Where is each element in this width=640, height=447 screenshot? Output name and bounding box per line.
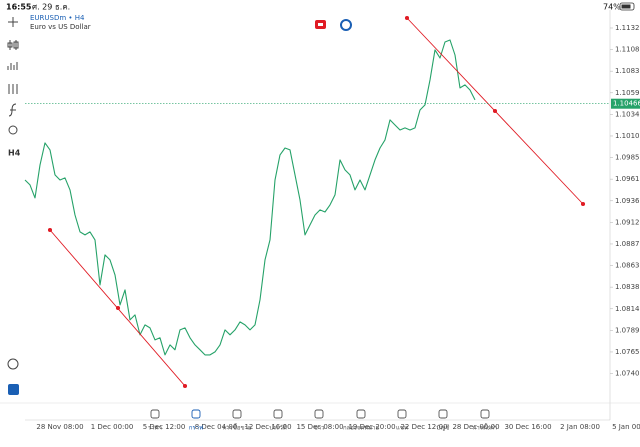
x-tick-label: 5 Jan 00:00	[612, 423, 640, 431]
indicator-button[interactable]	[340, 19, 352, 31]
battery-icon	[619, 2, 635, 11]
y-tick-label: 1.11080	[615, 46, 640, 54]
trend-lines	[47, 15, 586, 389]
y-tick-label: 1.08630	[615, 262, 640, 270]
trend-point[interactable]	[115, 305, 121, 311]
x-tick-label: 28 Dec 00:00	[452, 423, 499, 431]
x-tick-label: 2 Jan 08:00	[560, 423, 600, 431]
x-tick-label: 15 Dec 08:00	[296, 423, 343, 431]
x-tick-label: 1 Dec 00:00	[91, 423, 134, 431]
y-tick-label: 1.07895	[615, 326, 640, 334]
status-date: ศ. 29 ธ.ค.	[32, 3, 70, 12]
tab-label[interactable]: การซื้อขาย	[223, 422, 252, 432]
settings-tool[interactable]	[8, 84, 18, 94]
tab-label[interactable]: ประวัติ	[269, 425, 287, 432]
tab-label[interactable]: กราฟ	[189, 425, 203, 432]
y-tick-label: 1.10345	[615, 110, 640, 118]
tab-icon[interactable]	[232, 409, 242, 419]
trend-point[interactable]	[182, 383, 188, 389]
x-tick-label: 30 Dec 16:00	[504, 423, 551, 431]
indicators-tool[interactable]	[7, 62, 18, 70]
symbol-description: Euro vs US Dollar	[30, 23, 91, 31]
objects-tool[interactable]	[8, 125, 18, 135]
x-tick-label: 5 Dec 12:00	[143, 423, 186, 431]
x-tick-label: 8 Dec 04:00	[195, 423, 238, 431]
tab-icon[interactable]	[150, 409, 160, 419]
status-time: 16:55	[6, 3, 32, 12]
chart-type-tool[interactable]	[7, 40, 19, 50]
y-tick-label: 1.08385	[615, 283, 640, 291]
y-tick-label: 1.10590	[615, 89, 640, 97]
trend-point[interactable]	[47, 227, 53, 233]
current-price-box	[611, 98, 640, 109]
trend-point[interactable]	[580, 201, 586, 207]
x-tick-label: 22 Dec 12:00	[400, 423, 447, 431]
crosshair-tool[interactable]	[8, 17, 18, 27]
y-tick-label: 1.07405	[615, 370, 640, 378]
tab-icon[interactable]	[397, 409, 407, 419]
y-tick-label: 1.09365	[615, 197, 640, 205]
tab-label[interactable]: บัญชี	[437, 424, 450, 432]
tab-icon[interactable]	[191, 409, 201, 419]
trend-point[interactable]	[492, 108, 498, 114]
tab-label[interactable]: กล่องจดหมาย	[343, 425, 379, 432]
x-tick-label: 19 Dec 20:00	[348, 423, 395, 431]
x-tick-label: 28 Nov 08:00	[36, 423, 83, 431]
plot	[24, 39, 476, 356]
symbol[interactable]: EURUSDm • H4	[30, 14, 85, 22]
y-tick-label: 1.09610	[615, 175, 640, 183]
x-tick-label: 12 Dec 16:00	[244, 423, 291, 431]
trend-point[interactable]	[404, 15, 410, 21]
timeframe-button[interactable]: H4	[8, 149, 21, 158]
function-tool[interactable]	[8, 103, 17, 117]
tab-icon[interactable]	[438, 409, 448, 419]
y-tick-label: 1.07650	[615, 348, 640, 356]
current-price-label: 1.10466	[613, 100, 640, 108]
zoom-tool[interactable]	[7, 358, 19, 370]
tab-icon[interactable]	[314, 409, 324, 419]
left-toolbar	[7, 17, 19, 370]
status-battery: 74%	[603, 3, 621, 12]
tab-label[interactable]: ราคา	[148, 425, 162, 432]
price-line	[24, 39, 476, 356]
y-tick-label: 1.11325	[615, 24, 640, 32]
y-tick-label: 1.10835	[615, 67, 640, 75]
y-tick-label: 1.09120	[615, 218, 640, 226]
tab-label[interactable]: การตั้งค่า	[473, 422, 497, 432]
battery-level	[621, 4, 631, 9]
y-tick-label: 1.08875	[615, 240, 640, 248]
tab-icon[interactable]	[480, 409, 490, 419]
one-click-button[interactable]	[8, 384, 19, 395]
tab-icon[interactable]	[356, 409, 366, 419]
trade-button-icon	[318, 23, 323, 26]
tab-icon[interactable]	[273, 409, 283, 419]
y-tick-label: 1.08140	[615, 305, 640, 313]
y-tick-label: 1.10100	[615, 132, 640, 140]
tab-label[interactable]: แชท	[396, 425, 408, 432]
tab-label[interactable]: ข่าว	[314, 425, 325, 432]
y-tick-label: 1.09855	[615, 154, 640, 162]
